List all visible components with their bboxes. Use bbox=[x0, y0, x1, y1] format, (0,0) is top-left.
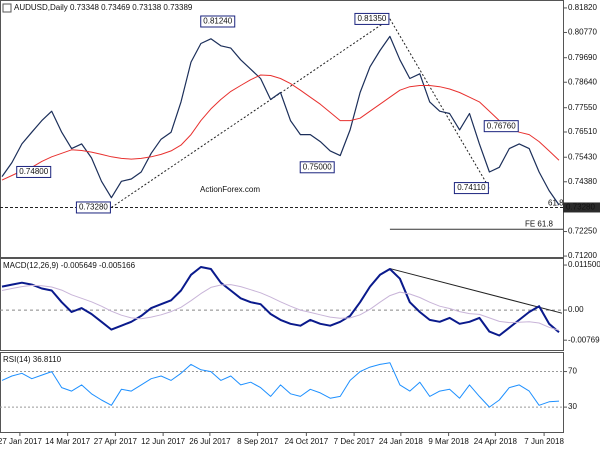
trendline bbox=[389, 18, 490, 189]
annotation-box bbox=[354, 12, 390, 25]
annotation-box bbox=[75, 201, 111, 214]
x-tick-label: 27 Jan 2017 bbox=[0, 437, 42, 446]
annotation-label: 0.76760 bbox=[487, 121, 516, 130]
y-tick-label: 0.81820 bbox=[568, 3, 597, 12]
x-tick-label: 24 Apr 2018 bbox=[474, 437, 518, 446]
y-tick-label: 0.75430 bbox=[568, 152, 597, 161]
panel-frame bbox=[0, 258, 564, 351]
y-tick-label: 0.76510 bbox=[568, 127, 597, 136]
panel-title: AUDUSD,Daily 0.73348 0.73469 0.73138 0.7… bbox=[14, 3, 193, 12]
y-tick-label: 30 bbox=[568, 402, 577, 411]
x-tick-label: 24 Jan 2018 bbox=[379, 437, 424, 446]
annotation-box bbox=[483, 120, 519, 133]
series-line bbox=[1, 35, 560, 206]
series-line bbox=[1, 362, 560, 408]
y-tick-label: 0.00 bbox=[568, 305, 584, 314]
trendline bbox=[389, 268, 563, 314]
y-tick-label: 0.78640 bbox=[568, 77, 597, 86]
y-tick-label: -0.007694 bbox=[568, 335, 600, 344]
annotation-label: 0.74800 bbox=[19, 167, 48, 176]
annotation-label: 0.75000 bbox=[303, 162, 332, 171]
annotation-label: 0.81350 bbox=[357, 14, 386, 23]
x-tick-label: 9 Mar 2018 bbox=[428, 437, 469, 446]
x-tick-label: 7 Jun 2018 bbox=[524, 437, 564, 446]
annotation-box bbox=[299, 161, 335, 174]
annotation-box bbox=[200, 15, 236, 28]
annotation-box bbox=[16, 165, 52, 178]
x-tick-label: 27 Apr 2017 bbox=[94, 437, 138, 446]
fe-label: FE 61.8 bbox=[525, 219, 554, 228]
watermark: ActionForex.com bbox=[200, 185, 260, 194]
y-tick-label: 0.71200 bbox=[568, 251, 597, 260]
trendline bbox=[111, 18, 391, 208]
panel-frame bbox=[0, 352, 564, 433]
series-line bbox=[1, 284, 560, 331]
panel-title: RSI(14) 36.8110 bbox=[3, 355, 62, 364]
y-tick-label: 0.74380 bbox=[568, 177, 597, 186]
annotation-label: 0.73280 bbox=[79, 203, 108, 212]
panel-title: MACD(12,26,9) -0.005649 -0.005166 bbox=[3, 261, 136, 270]
y-tick-label: 0.72250 bbox=[568, 227, 597, 236]
annotation-box bbox=[453, 182, 489, 195]
series-line bbox=[1, 266, 560, 337]
y-tick-label: 0.80770 bbox=[568, 28, 597, 37]
x-tick-label: 24 Oct 2017 bbox=[285, 437, 329, 446]
series-line bbox=[1, 74, 560, 181]
y-tick-label: 70 bbox=[568, 367, 577, 376]
x-tick-label: 26 Jul 2017 bbox=[189, 437, 231, 446]
y-tick-label: 0.011500 bbox=[568, 260, 600, 269]
x-tick-label: 12 Jun 2017 bbox=[141, 437, 186, 446]
title-icon bbox=[2, 3, 12, 13]
y-tick-label: 0.79690 bbox=[568, 53, 597, 62]
fib-label: 61.8 bbox=[548, 199, 564, 208]
x-tick-label: 7 Dec 2017 bbox=[334, 437, 375, 446]
panel-frame bbox=[0, 0, 564, 258]
x-tick-label: 8 Sep 2017 bbox=[237, 437, 278, 446]
price-marker bbox=[563, 202, 600, 213]
price-marker-label: 0.73280 bbox=[566, 203, 595, 212]
annotation-label: 0.74110 bbox=[457, 183, 486, 192]
x-tick-label: 14 Mar 2017 bbox=[45, 437, 90, 446]
annotation-label: 0.81240 bbox=[203, 17, 232, 26]
y-tick-label: 0.77550 bbox=[568, 103, 597, 112]
